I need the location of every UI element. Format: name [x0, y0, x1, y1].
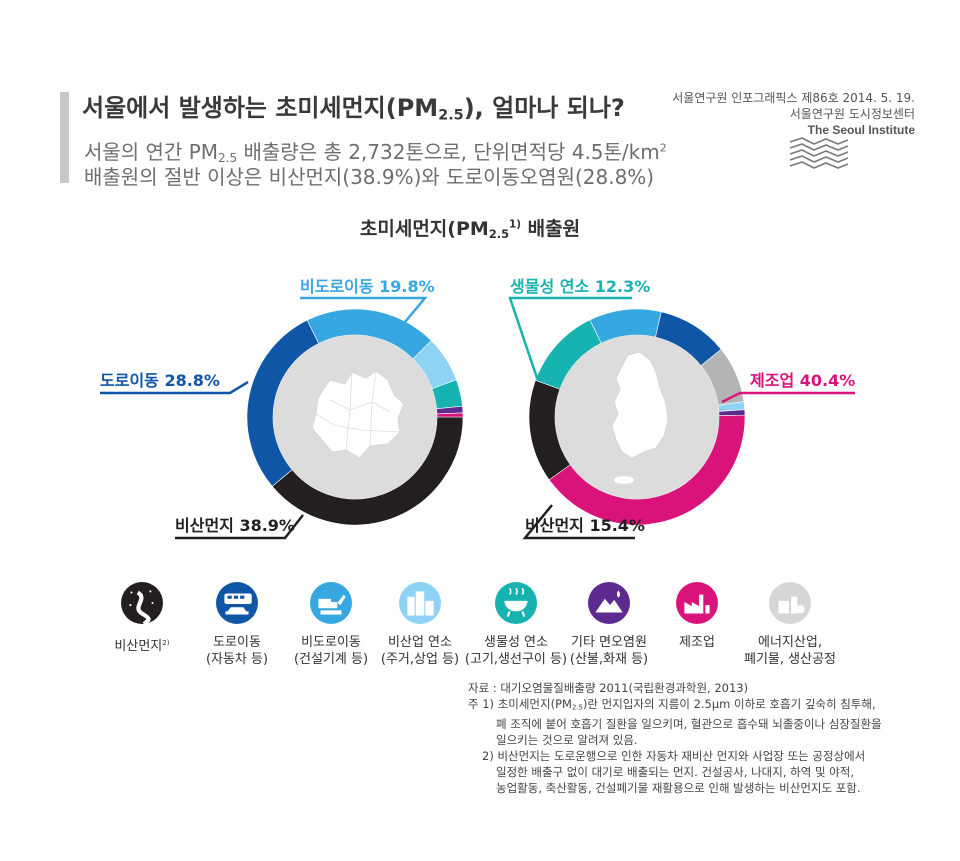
legend-label-line: 비산먼지2) [114, 638, 170, 654]
source-note: 자료 : 대기오염물질배출량 2011(국립환경과학원, 2013) [468, 681, 749, 695]
donut-charts: 비도로이동 19.8% 도로이동 28.8% 비산먼지 38.9% 생물성 연소… [100, 277, 855, 540]
subtitle-line-2: 배출원의 절반 이상은 비산먼지(38.9%)와 도로이동오염원(28.8%) [84, 165, 655, 189]
seoul-institute-logo [789, 137, 849, 169]
jeju-island [614, 476, 634, 484]
legend-label: 생물성 연소 (고기,생선구이 등) [456, 634, 576, 668]
legend-label: 기타 면오염원 (산불,화재 등) [549, 634, 669, 668]
legend-label-line: 기타 면오염원 [571, 635, 647, 650]
legend-label-line: (건설기계 등) [293, 652, 369, 667]
legend-label-line: (고기,생선구이 등) [464, 652, 568, 667]
bus-car-icon [216, 582, 258, 624]
legend-label-line: (주거,상업 등) [380, 652, 460, 667]
publisher-org: 서울연구원 도시정보센터 [789, 107, 915, 121]
legend-label: 도로이동 (자동차 등) [177, 634, 297, 668]
footnotes: 자료 : 대기오염물질배출량 2011(국립환경과학원, 2013) 주 1) … [468, 680, 882, 796]
chart-heading: 초미세먼지(PM2.51) 배출원 [359, 218, 581, 241]
publisher-org-english: The Seoul Institute [807, 123, 915, 137]
leader-line [175, 514, 304, 540]
note-2-line: 일정한 배출구 없이 대기로 배출되는 먼지. 건설공사, 나대지, 하역 및 … [496, 764, 854, 779]
legend-label-line: (자동차 등) [205, 652, 269, 667]
chart-label: 제조업 40.4% [750, 371, 855, 390]
seoul-map-icon [311, 370, 405, 459]
grill-icon [495, 582, 537, 624]
donut-korea [528, 308, 746, 526]
legend-label-line: 생물성 연소 [484, 635, 548, 650]
donut-slice [436, 412, 464, 418]
publication-series: 서울연구원 인포그래픽스 제86호 2014. 5. 19. [672, 91, 915, 105]
leader-line [100, 380, 249, 395]
legend-label-line: 비산업 연소 [388, 635, 452, 650]
factory-icon [676, 582, 718, 624]
legend-label: 비산업 연소 (주거,상업 등) [360, 634, 480, 668]
chart-label: 생물성 연소 12.3% [510, 277, 650, 296]
legend-label-line: 비도로이동 [301, 635, 361, 650]
leader-line [508, 296, 632, 379]
energy-waste-icon [769, 582, 811, 624]
note-2: 2) 비산먼지는 도로운행으로 인한 자동차 재비산 먼지와 사업장 또는 공정… [482, 748, 866, 763]
dust-road-icon [121, 582, 163, 626]
legend-label-line: 제조업 [679, 635, 715, 650]
publisher-info: 서울연구원 인포그래픽스 제86호 2014. 5. 19. 서울연구원 도시정… [672, 90, 915, 138]
chart-label: 비도로이동 19.8% [300, 277, 435, 296]
title-accent-bar [60, 92, 69, 183]
legend-label: 제조업 [637, 634, 757, 651]
chart-label: 비산먼지 38.9% [175, 516, 295, 535]
legend-label-line: (산불,화재 등) [569, 652, 649, 667]
legend-label: 비도로이동 (건설기계 등) [271, 634, 391, 668]
chart-label: 도로이동 28.8% [100, 371, 220, 390]
note-1-line: 폐 조직에 붙어 호흡기 질환을 일으키며, 혈관으로 흡수돼 뇌졸중이나 심장… [496, 716, 882, 731]
leader-line [522, 504, 635, 540]
subtitle-line-1: 서울의 연간 PM2.5 배출량은 총 2,732톤으로, 단위면적당 4.5톤… [84, 140, 667, 165]
legend-label-line: 폐기물, 생산공정 [744, 652, 836, 667]
legend-footnote-mark: 2) [162, 638, 170, 647]
leader-line [721, 391, 855, 404]
legend-label-line: 에너지산업, [758, 635, 822, 650]
note-2-line: 농업활동, 축산활동, 건설폐기물 재활용으로 인해 발생하는 비산먼지도 포함… [496, 780, 861, 795]
korea-map-icon [611, 351, 669, 459]
legend-label: 에너지산업, 폐기물, 생산공정 [730, 634, 850, 668]
mountain-fire-icon [588, 582, 630, 624]
note-1-line: 일으키는 것으로 알려져 있음. [496, 732, 638, 747]
leader-line [300, 296, 428, 329]
page-title: 서울에서 발생하는 초미세먼지(PM2.5), 얼마나 되나? [82, 94, 625, 124]
excavator-truck-icon [310, 582, 352, 624]
legend-label: 비산먼지2) [82, 634, 202, 655]
buildings-icon [399, 582, 441, 624]
note-1: 주 1) 초미세먼지(PM2.5)란 먼지입자의 지름이 2.5μm 이하로 호… [468, 697, 876, 712]
chart-label: 비산먼지 15.4% [525, 516, 645, 535]
legend-label-line: 도로이동 [213, 635, 261, 650]
